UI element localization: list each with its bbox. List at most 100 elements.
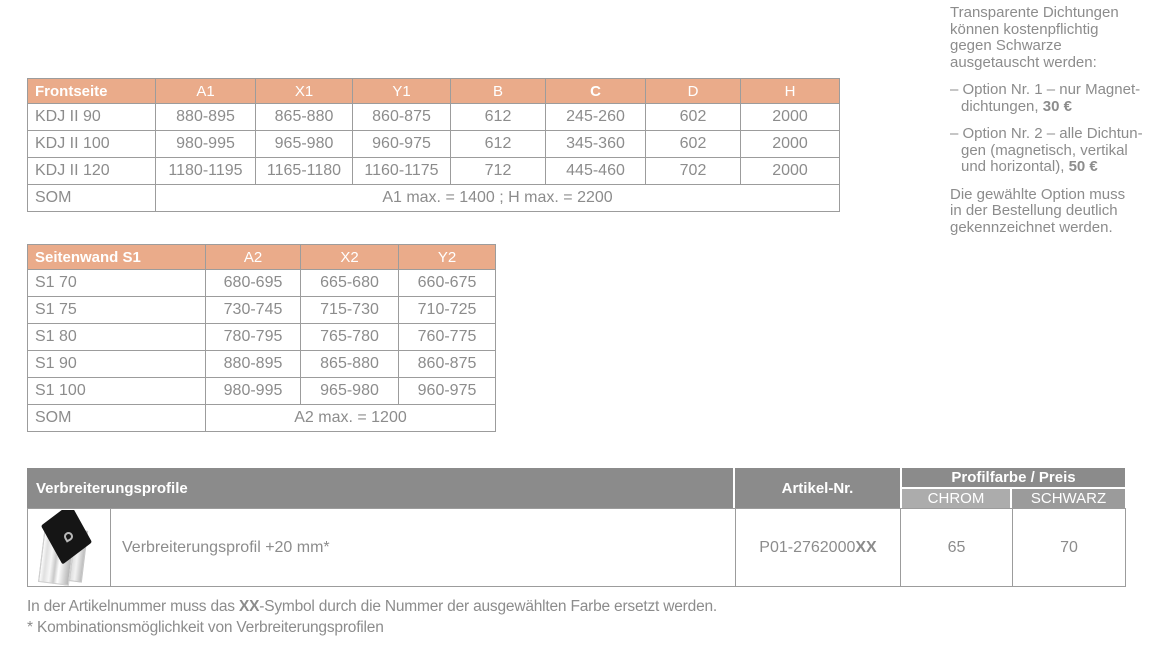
model-label: S1 90 [27,350,206,378]
column-header-y2: Y2 [398,244,496,270]
model-label: KDJ II 120 [27,157,156,185]
model-label: KDJ II 90 [27,103,156,131]
verbreiterungsprofil-product-photo [28,509,109,586]
artikel-xx-placeholder: XX [855,538,877,556]
value-cell: 860-875 [398,350,496,378]
frontseite-header-row: Frontseite A1 X1 Y1 B C D H [27,78,840,104]
som-note: A2 max. = 1200 [205,404,496,432]
value-cell: 980-995 [155,130,256,158]
table-row: S1 70 680-695 665-680 660-675 [27,269,496,297]
value-cell: 1160-1175 [352,157,451,185]
table-row: S1 75 730-745 715-730 710-725 [27,296,496,324]
value-cell: 345-360 [545,130,646,158]
value-cell: 715-730 [300,296,399,324]
value-cell: 860-875 [352,103,451,131]
footnotes: In der Artikelnummer muss das XX-Symbol … [27,596,717,638]
profiles-data-row: Verbreiterungsprofil +20 mm* P01-2762000… [27,508,1126,587]
chrom-column-header: CHROM [902,489,1010,508]
value-cell: 660-675 [398,269,496,297]
column-header-b: B [450,78,546,104]
value-cell: 2000 [740,157,840,185]
product-image-cell [27,508,111,587]
model-label: KDJ II 100 [27,130,156,158]
dichtungen-outro: Die gewählte Option muss in der Bestellu… [950,185,1126,236]
product-description: Verbreiterungsprofil +20 mm* [110,508,736,587]
value-cell: 1165-1180 [255,157,353,185]
value-cell: 980-995 [205,377,301,405]
model-label: S1 100 [27,377,206,405]
column-header-a2: A2 [205,244,301,270]
value-cell: 960-975 [352,130,451,158]
option-2: – Option Nr. 2 – alle Dichtun- gen (magn… [950,125,1143,175]
schwarz-column-header: SCHWARZ [1012,489,1125,508]
som-row: SOM A2 max. = 1200 [27,404,496,432]
value-cell: 765-780 [300,323,399,351]
frontseite-table: Frontseite A1 X1 Y1 B C D H KDJ II 90 88… [27,78,840,212]
value-cell: 612 [450,130,546,158]
som-label: SOM [27,404,206,432]
value-cell: 245-260 [545,103,646,131]
value-cell: 710-725 [398,296,496,324]
value-cell: 2000 [740,130,840,158]
option-1-price: 30 € [1042,97,1072,115]
table-row: S1 100 980-995 965-980 960-975 [27,377,496,405]
value-cell: 760-775 [398,323,496,351]
option-2-price: 50 € [1068,158,1098,175]
seitenwand-header-row: Seitenwand S1 A2 X2 Y2 [27,244,496,270]
table-row: S1 80 780-795 765-780 760-775 [27,323,496,351]
value-cell: 665-680 [300,269,399,297]
value-cell: 880-895 [205,350,301,378]
column-header-x2: X2 [300,244,399,270]
profilfarbe-preis-header: Profilfarbe / Preis [902,468,1125,487]
seitenwand-table: Seitenwand S1 A2 X2 Y2 S1 70 680-695 665… [27,244,496,432]
value-cell: 880-895 [155,103,256,131]
value-cell: 445-460 [545,157,646,185]
model-label: S1 75 [27,296,206,324]
value-cell: 965-980 [255,130,353,158]
chrom-price: 65 [900,508,1013,587]
value-cell: 965-980 [300,377,399,405]
artikel-number: P01-2762000XX [735,508,901,587]
value-cell: 865-880 [255,103,353,131]
profiles-table-title: Verbreiterungsprofile [27,468,733,508]
column-header-c: C [545,78,646,104]
dichtungen-intro: Transparente Dichtungen können kostenpfl… [950,4,1119,71]
value-cell: 865-880 [300,350,399,378]
kombination-note: * Kombinationsmöglichkeit von Verbreiter… [27,619,384,636]
seitenwand-table-title: Seitenwand S1 [27,244,206,270]
artikel-nr-header: Artikel-Nr. [735,468,900,508]
table-row: KDJ II 120 1180-1195 1165-1180 1160-1175… [27,157,840,185]
dichtungen-options-note: Transparente Dichtungen können kostenpfl… [950,4,1160,247]
value-cell: 612 [450,103,546,131]
value-cell: 1180-1195 [155,157,256,185]
artikelnummer-note: In der Artikelnummer muss das XX-Symbol … [27,598,718,615]
som-row: SOM A1 max. = 1400 ; H max. = 2200 [27,184,840,212]
value-cell: 680-695 [205,269,301,297]
value-cell: 602 [645,103,741,131]
table-row: S1 90 880-895 865-880 860-875 [27,350,496,378]
value-cell: 780-795 [205,323,301,351]
verbreiterungsprofile-table: Verbreiterungsprofile Artikel-Nr. Profil… [27,468,1126,588]
table-row: KDJ II 90 880-895 865-880 860-875 612 24… [27,103,840,131]
schwarz-price: 70 [1012,508,1126,587]
column-header-d: D [645,78,741,104]
table-row: Verbreiterungsprofil +20 mm* P01-2762000… [27,508,1126,587]
frontseite-table-title: Frontseite [27,78,156,104]
value-cell: 960-975 [398,377,496,405]
table-row: KDJ II 100 980-995 965-980 960-975 612 3… [27,130,840,158]
value-cell: 2000 [740,103,840,131]
value-cell: 702 [645,157,741,185]
value-cell: 602 [645,130,741,158]
column-header-x1: X1 [255,78,353,104]
model-label: S1 70 [27,269,206,297]
column-header-h: H [740,78,840,104]
value-cell: 712 [450,157,546,185]
column-header-a1: A1 [155,78,256,104]
column-header-y1: Y1 [352,78,451,104]
option-1: – Option Nr. 1 – nur Magnet- dichtungen,… [950,81,1141,115]
som-note: A1 max. = 1400 ; H max. = 2200 [155,184,840,212]
value-cell: 730-745 [205,296,301,324]
model-label: S1 80 [27,323,206,351]
som-label: SOM [27,184,156,212]
